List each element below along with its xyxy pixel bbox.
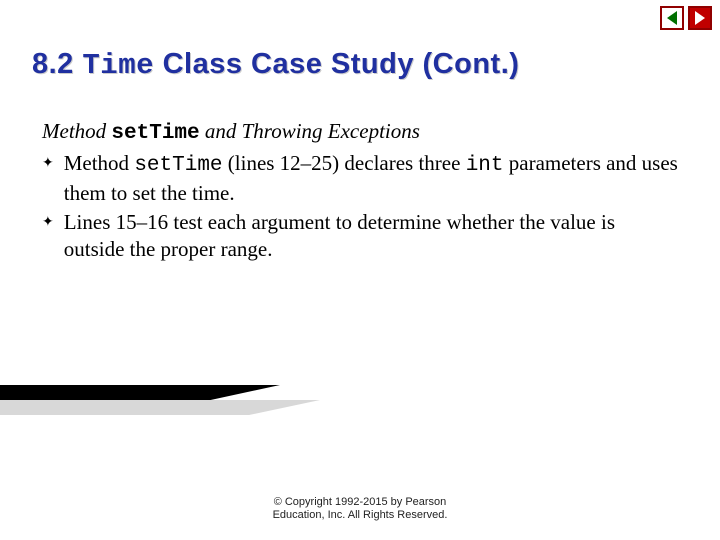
copyright-line1: © Copyright 1992-2015 by Pearson: [0, 496, 720, 509]
bullet-mid: (lines 12–25) declares three: [223, 151, 466, 175]
slide-title: 8.2 Time Class Case Study (Cont.): [32, 48, 519, 82]
bullet-icon: ✦: [42, 213, 54, 231]
title-code: Time: [82, 49, 154, 82]
content-area: Method setTime and Throwing Exceptions ✦…: [42, 118, 680, 264]
bullet-pre: Method: [64, 151, 135, 175]
title-number: 8.2: [32, 48, 74, 80]
subtitle: Method setTime and Throwing Exceptions: [42, 118, 680, 148]
list-item: ✦ Method setTime (lines 12–25) declares …: [42, 150, 680, 207]
decorative-wedge: [0, 360, 340, 480]
subtitle-code: setTime: [111, 122, 199, 145]
bullet-text: Method setTime (lines 12–25) declares th…: [64, 150, 680, 207]
prev-button[interactable]: [660, 6, 684, 30]
subtitle-tail: and Throwing Exceptions: [200, 119, 420, 143]
next-button[interactable]: [688, 6, 712, 30]
arrow-right-icon: [695, 11, 705, 25]
title-rest: Class Case Study (Cont.): [154, 48, 519, 80]
bullet-code: int: [466, 154, 504, 177]
subtitle-lead: Method: [42, 119, 111, 143]
list-item: ✦ Lines 15–16 test each argument to dete…: [42, 209, 680, 263]
bullet-text: Lines 15–16 test each argument to determ…: [64, 209, 680, 263]
bullet-icon: ✦: [42, 154, 54, 172]
copyright-line2: Education, Inc. All Rights Reserved.: [0, 509, 720, 522]
copyright: © Copyright 1992-2015 by Pearson Educati…: [0, 496, 720, 522]
arrow-left-icon: [667, 11, 677, 25]
nav-arrows: [660, 6, 712, 30]
bullet-pre: Lines 15–16 test each argument to determ…: [64, 210, 615, 261]
bullet-code: setTime: [134, 154, 222, 177]
